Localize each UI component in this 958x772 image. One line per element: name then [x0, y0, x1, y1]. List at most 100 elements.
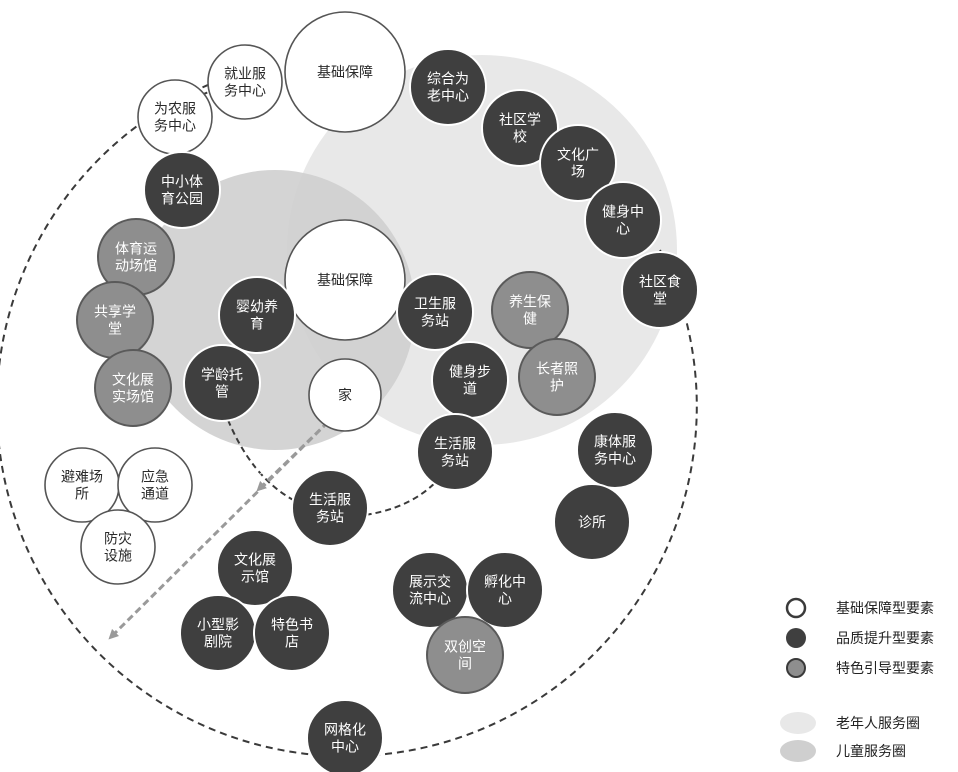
node-clinic-circle [553, 483, 631, 561]
legend-elderly-swatch [780, 712, 816, 734]
node-wellness-label: 养生保 [509, 295, 551, 311]
node-incubation-center-circle [466, 551, 544, 629]
node-health-station-label: 务站 [421, 314, 449, 330]
node-sports-park-label: 中小体 [161, 175, 203, 191]
legend-elderly-label: 老年人服务圈 [836, 716, 920, 732]
node-exhibition-hall-circle [94, 349, 172, 427]
legend-feature-swatch [786, 658, 806, 678]
legend-children-swatch [780, 740, 816, 762]
node-exhibition-hall-label: 实场馆 [112, 390, 154, 406]
node-disaster-facility-label: 防灾 [104, 531, 132, 548]
node-elder-care-label: 护 [550, 379, 564, 395]
node-incubation-center-label: 孵化中 [484, 575, 526, 591]
node-employment-label: 就业服 [224, 67, 266, 83]
node-incubation-center-label: 心 [498, 592, 512, 608]
node-farm-service-label: 为农服 [154, 102, 196, 118]
node-exhibition-hall-label: 文化展 [112, 373, 154, 389]
node-clinic: 诊所 [553, 483, 631, 561]
node-basic-center-label: 基础保障 [317, 272, 373, 289]
node-community-canteen-circle [621, 251, 699, 329]
legend-basic-swatch [785, 597, 807, 619]
node-emergency-passage-label: 通道 [141, 487, 169, 503]
node-bookstore-label: 店 [285, 635, 299, 651]
legend-feature-label: 特色引导型要素 [836, 660, 934, 677]
node-life-station-right-circle [416, 413, 494, 491]
node-sports-venue-label: 动场馆 [115, 259, 157, 275]
node-school-care-label: 管 [215, 385, 229, 401]
node-culture-display-label: 文化展 [234, 553, 276, 569]
node-basic-top-label: 基础保障 [317, 64, 373, 81]
node-community-school-label: 校 [513, 129, 527, 146]
node-small-theater-label: 剧院 [204, 635, 232, 651]
node-school-care-label: 学龄托 [201, 368, 243, 384]
node-grid-center-circle [306, 699, 384, 772]
node-community-school-circle [481, 89, 559, 167]
legend-basic-label: 基础保障型要素 [836, 600, 934, 617]
node-rehab-center-circle [576, 411, 654, 489]
node-employment-circle [207, 44, 283, 120]
node-home-circle [308, 358, 382, 432]
node-maker-space-label: 间 [458, 657, 472, 673]
node-rehab-center-label: 务中心 [594, 452, 636, 468]
node-grid-center-label: 网格化 [324, 723, 366, 739]
node-maker-space-label: 双创空 [444, 640, 486, 656]
node-fitness-center-label: 健身中 [602, 205, 644, 221]
node-life-station-right-label: 生活服 [434, 437, 476, 453]
node-fitness-trail-label: 道 [463, 382, 477, 398]
node-infant-care-label: 婴幼养 [236, 300, 278, 316]
node-shared-hall-label: 共享学 [94, 304, 136, 321]
node-fitness-center-circle [584, 181, 662, 259]
node-culture-square-label: 文化广 [557, 148, 599, 164]
node-culture-square-label: 场 [571, 165, 585, 181]
node-grid-center-label: 中心 [331, 740, 359, 756]
node-sports-park-circle [143, 151, 221, 229]
legend: 基础保障型要素 品质提升型要素 特色引导型要素 老年人服务圈 儿童服务圈 [780, 597, 934, 762]
node-home: 家 [308, 358, 382, 432]
node-maker-space-circle [426, 616, 504, 694]
node-infant-care-label: 育 [250, 317, 264, 333]
node-community-school-label: 社区学 [499, 113, 541, 129]
node-exchange-center-label: 流中心 [409, 592, 451, 608]
node-basic-top-circle [284, 11, 406, 133]
node-elder-care-label: 长者照 [536, 362, 578, 378]
node-culture-display-label: 示馆 [241, 570, 269, 586]
node-bookstore-label: 特色书 [271, 617, 313, 634]
node-wellness-circle [491, 271, 569, 349]
node-bookstore-circle [253, 594, 331, 672]
node-shared-hall-label: 堂 [108, 322, 122, 338]
node-rehab-center-label: 康体服 [594, 434, 636, 451]
node-disaster-facility-circle [80, 509, 156, 585]
node-life-station-right-label: 务站 [441, 454, 469, 470]
node-culture-display-circle [216, 529, 294, 607]
node-sports-park-label: 育公园 [161, 192, 203, 208]
node-health-station-circle [396, 273, 474, 351]
node-basic-top: 基础保障 [284, 11, 406, 133]
node-elderly-center-label: 综合为 [427, 72, 469, 88]
node-emergency-passage-label: 应急 [141, 469, 169, 486]
node-shelter-label: 避难场 [61, 470, 103, 486]
fifteen-minute-circle [0, 79, 698, 758]
node-community-canteen-label: 社区食 [639, 274, 681, 291]
node-basic-center: 基础保障 [284, 219, 406, 341]
node-life-station-bottom-circle [291, 469, 369, 547]
